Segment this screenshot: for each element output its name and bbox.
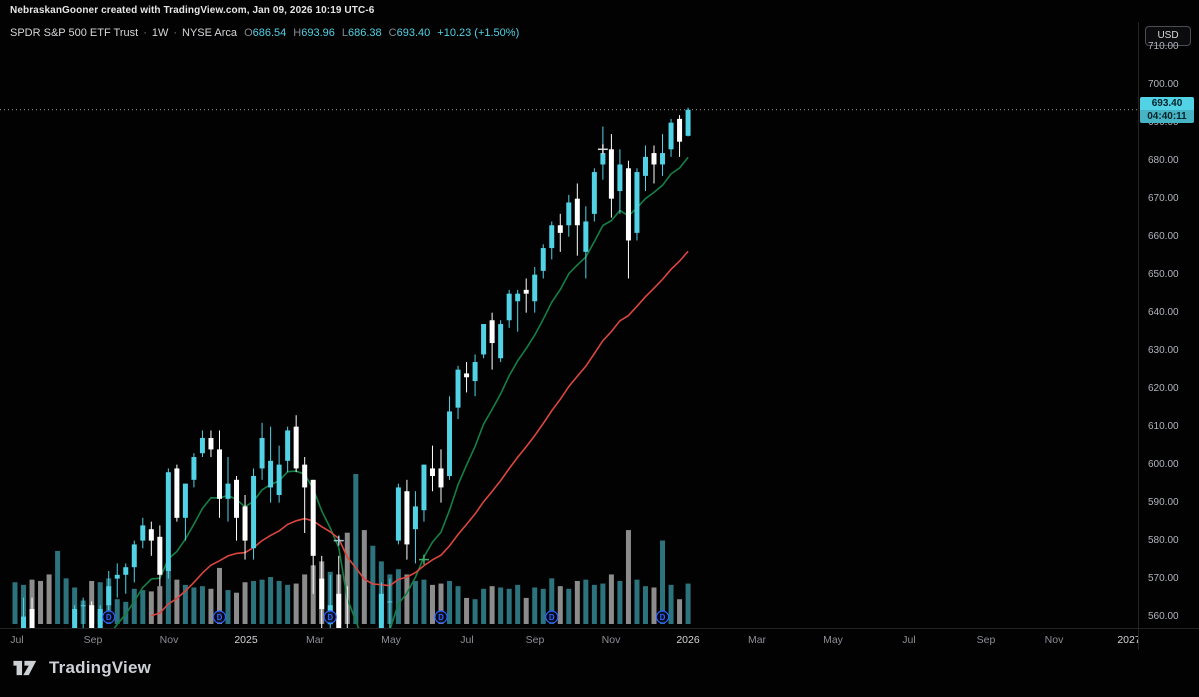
candles-layer [21,107,691,628]
dividend-icon [434,610,448,624]
time-tick: Mar [305,634,325,646]
time-tick: 2026 [676,634,700,646]
time-tick: 2025 [234,634,258,646]
time-tick: Sep [83,634,103,646]
cross-marker[interactable] [597,144,608,155]
dividend-icon [212,610,227,624]
price-tick: 680.00 [1148,155,1179,166]
svg-text:D: D [660,613,666,622]
price-axis[interactable]: USD 710.00700.00690.00680.00670.00660.00… [1138,22,1199,650]
svg-text:D: D [217,613,223,622]
ema-slow-line [151,250,689,617]
dividend-icon [545,610,559,624]
dividend-icon [102,610,116,624]
price-tick: 710.00 [1148,41,1179,52]
time-tick: Sep [525,634,545,646]
chart-pane[interactable]: D D D D D D SPDR S&P 500 ETF Trust · 1W · NYSE Ar… [0,22,1138,628]
close-value: 693.40 [396,27,431,39]
last-price-value: 693.40 [1151,98,1183,109]
tradingview-logo[interactable]: TradingView [11,657,151,679]
price-tick: 660.00 [1148,231,1179,242]
price-tick: 650.00 [1148,269,1179,280]
price-tick: 560.00 [1148,611,1179,622]
price-tick: 620.00 [1148,383,1179,394]
time-tick: Nov [601,634,621,646]
price-tick: 570.00 [1148,573,1179,584]
time-tick: Sep [976,634,996,646]
price-tick: 630.00 [1148,345,1179,356]
time-tick: Jul [460,634,474,646]
ema-fast-line [113,156,689,628]
attribution-text: NebraskanGooner created with TradingView… [10,5,375,16]
price-tick: 600.00 [1148,459,1179,470]
legend-separator: · [143,27,147,39]
last-price-label[interactable]: 693.40 04:40:11 [1140,97,1194,123]
time-tick: May [381,634,401,646]
time-tick: Jul [10,634,24,646]
time-tick: May [823,634,843,646]
price-tick: 700.00 [1148,79,1179,90]
svg-text:D: D [106,613,112,622]
dividend-icon [323,610,337,624]
svg-text:D: D [549,613,555,622]
symbol-legend: SPDR S&P 500 ETF Trust · 1W · NYSE Arca O686.… [10,27,519,39]
time-axis[interactable]: Jul Sep Nov 2025 Mar May Jul Sep Nov 2026 Mar May Ju… [0,628,1138,651]
tradingview-logo-text: TradingView [49,658,152,677]
cross-marker[interactable] [418,554,429,565]
svg-text:D: D [327,613,333,622]
price-tick: 670.00 [1148,193,1179,204]
time-tick: Nov [159,634,179,646]
exchange-label: NYSE Arca [182,27,238,39]
price-tick: 640.00 [1148,307,1179,318]
bar-countdown: 04:40:11 [1140,110,1194,123]
change-value: +10.23 (+1.50%) [437,27,520,39]
svg-text:D: D [438,613,444,622]
time-tick: 2027 [1117,634,1138,646]
time-tick: Jul [902,634,916,646]
low-label: L [341,27,349,39]
high-label: H [293,27,302,39]
price-tick: 590.00 [1148,497,1179,508]
low-value: 686.38 [348,27,382,39]
time-tick: Mar [747,634,767,646]
close-label: C [388,27,397,39]
tradingview-logo-icon [13,660,37,676]
footer: TradingView [11,657,151,679]
open-value: 686.54 [252,27,287,39]
price-tick: 610.00 [1148,421,1179,432]
cross-marker[interactable] [333,535,344,546]
volume-layer [12,474,691,624]
high-value: 693.96 [301,27,335,39]
axis-corner [1138,628,1199,651]
price-tick: 580.00 [1148,535,1179,546]
open-label: O [244,27,253,39]
time-tick: Nov [1044,634,1064,646]
interval-label[interactable]: 1W [151,27,169,39]
dividend-icon [655,610,670,624]
legend-separator: · [173,27,178,39]
currency-button[interactable]: USD [1145,26,1191,46]
symbol-title[interactable]: SPDR S&P 500 ETF Trust [10,27,139,39]
